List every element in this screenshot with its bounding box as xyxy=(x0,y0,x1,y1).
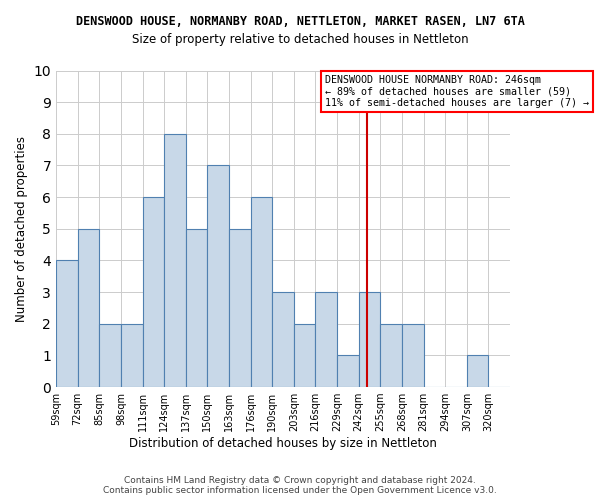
Bar xyxy=(121,324,143,387)
Bar xyxy=(229,229,251,387)
Bar xyxy=(359,292,380,387)
Bar xyxy=(164,134,186,387)
Bar xyxy=(380,324,402,387)
Bar xyxy=(208,166,229,387)
Bar xyxy=(186,229,208,387)
Bar xyxy=(143,197,164,387)
Bar xyxy=(272,292,294,387)
Text: DENSWOOD HOUSE, NORMANBY ROAD, NETTLETON, MARKET RASEN, LN7 6TA: DENSWOOD HOUSE, NORMANBY ROAD, NETTLETON… xyxy=(76,15,524,28)
Bar xyxy=(316,292,337,387)
Bar xyxy=(77,229,99,387)
Text: DENSWOOD HOUSE NORMANBY ROAD: 246sqm
← 89% of detached houses are smaller (59)
1: DENSWOOD HOUSE NORMANBY ROAD: 246sqm ← 8… xyxy=(325,75,589,108)
Text: Contains HM Land Registry data © Crown copyright and database right 2024.
Contai: Contains HM Land Registry data © Crown c… xyxy=(103,476,497,495)
Bar xyxy=(251,197,272,387)
Bar xyxy=(56,260,77,387)
Bar xyxy=(337,356,359,387)
Bar xyxy=(294,324,316,387)
X-axis label: Distribution of detached houses by size in Nettleton: Distribution of detached houses by size … xyxy=(129,437,437,450)
Bar xyxy=(99,324,121,387)
Y-axis label: Number of detached properties: Number of detached properties xyxy=(15,136,28,322)
Bar xyxy=(402,324,424,387)
Bar xyxy=(467,356,488,387)
Text: Size of property relative to detached houses in Nettleton: Size of property relative to detached ho… xyxy=(131,32,469,46)
